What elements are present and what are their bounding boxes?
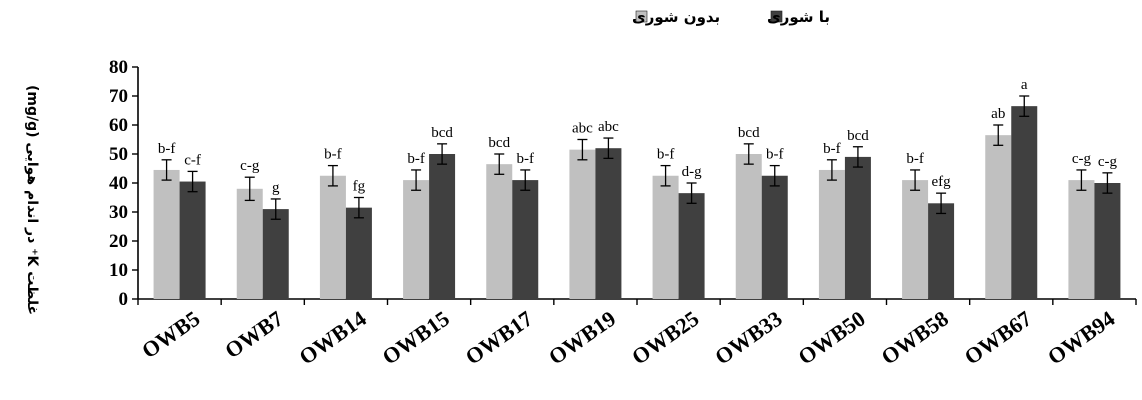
bar-salinity: [761, 175, 788, 299]
legend-label-salinity: با شوری: [767, 8, 830, 26]
significance-label: c-f: [184, 152, 201, 168]
bar-salinity: [1011, 106, 1038, 300]
bar-salinity: [678, 193, 705, 299]
significance-label: bcd: [847, 128, 869, 144]
significance-label: b-f: [407, 151, 425, 167]
bar-salinity: [595, 148, 622, 299]
bar-salinity: [262, 209, 289, 299]
y-tick-label: 40: [109, 173, 128, 194]
category-label: OWB33: [710, 306, 786, 370]
significance-label: b-f: [766, 147, 784, 163]
category-label: OWB17: [461, 306, 537, 370]
legend-swatch-salinity: [770, 10, 783, 23]
category-label: OWB7: [220, 306, 287, 364]
significance-label: efg: [932, 174, 952, 190]
significance-label: b-f: [517, 151, 535, 167]
y-tick-label: 0: [119, 289, 129, 310]
bar-no-salinity: [652, 175, 679, 299]
bar-no-salinity: [403, 180, 430, 299]
bar-no-salinity: [319, 175, 346, 299]
category-label: OWB25: [627, 306, 703, 370]
bar-no-salinity: [153, 169, 180, 299]
significance-label: b-f: [906, 151, 924, 167]
y-tick-label: 50: [109, 144, 128, 165]
bar-salinity: [345, 207, 372, 299]
bar-no-salinity: [569, 149, 596, 299]
bar-salinity: [928, 203, 955, 299]
y-tick-label: 80: [109, 57, 128, 78]
significance-label: abc: [598, 119, 619, 135]
bar-no-salinity: [985, 135, 1012, 299]
y-tick-label: 60: [109, 115, 128, 136]
significance-label: d-g: [682, 164, 702, 180]
category-label: OWB14: [294, 306, 370, 370]
bar-salinity: [844, 156, 871, 299]
bar-salinity: [179, 181, 206, 299]
significance-label: b-f: [158, 141, 176, 157]
category-label: OWB94: [1043, 306, 1119, 370]
bar-no-salinity: [902, 180, 929, 299]
significance-label: a: [1021, 77, 1028, 93]
category-label: OWB58: [877, 306, 953, 370]
significance-label: ab: [991, 106, 1005, 122]
significance-label: bcd: [738, 125, 760, 141]
legend: بدون شوری با شوری: [632, 8, 830, 26]
x-axis: OWB5 OWB7 OWB14 OWB15 OWB17 OWB19 OWB25 OWB33 OW…: [137, 298, 1137, 370]
bar-salinity: [1094, 183, 1121, 299]
y-tick-label: 10: [109, 260, 128, 281]
y-tick-label: 70: [109, 86, 128, 107]
category-label: OWB67: [960, 306, 1036, 370]
significance-label: c-g: [1072, 151, 1092, 167]
bars: b-f c-f c-g g b-f fg b-f bcd bcd b-f abc abc b-f d-g b…: [153, 77, 1121, 300]
significance-label: c-g: [240, 158, 260, 174]
bar-no-salinity: [818, 169, 845, 299]
significance-label: bcd: [488, 135, 510, 151]
category-label: OWB15: [378, 306, 454, 370]
bar-no-salinity: [735, 154, 762, 299]
bar-salinity: [512, 180, 539, 299]
category-label: OWB50: [793, 306, 869, 370]
category-label: OWB19: [544, 306, 620, 370]
category-label: OWB5: [137, 306, 204, 364]
bar-no-salinity: [236, 188, 263, 299]
bar-no-salinity: [1068, 180, 1095, 299]
significance-label: b-f: [657, 147, 675, 163]
legend-label-no-salinity: بدون شوری: [632, 8, 720, 26]
significance-label: b-f: [823, 141, 841, 157]
legend-swatch-no-salinity: [635, 10, 648, 23]
bar-salinity: [429, 154, 456, 299]
bar-no-salinity: [486, 164, 513, 299]
y-tick-label: 20: [109, 231, 128, 252]
significance-label: abc: [572, 121, 593, 137]
significance-label: c-g: [1098, 154, 1118, 170]
significance-label: b-f: [324, 147, 342, 163]
y-tick-label: 30: [109, 202, 128, 223]
y-axis-label: غلظت K⁺ در اندام هوایی (mg/g): [24, 85, 40, 315]
significance-label: g: [272, 180, 280, 196]
y-axis: 0 10 20 30 40 50 60 70 80: [109, 57, 139, 310]
significance-label: bcd: [431, 125, 453, 141]
significance-label: fg: [353, 179, 366, 195]
